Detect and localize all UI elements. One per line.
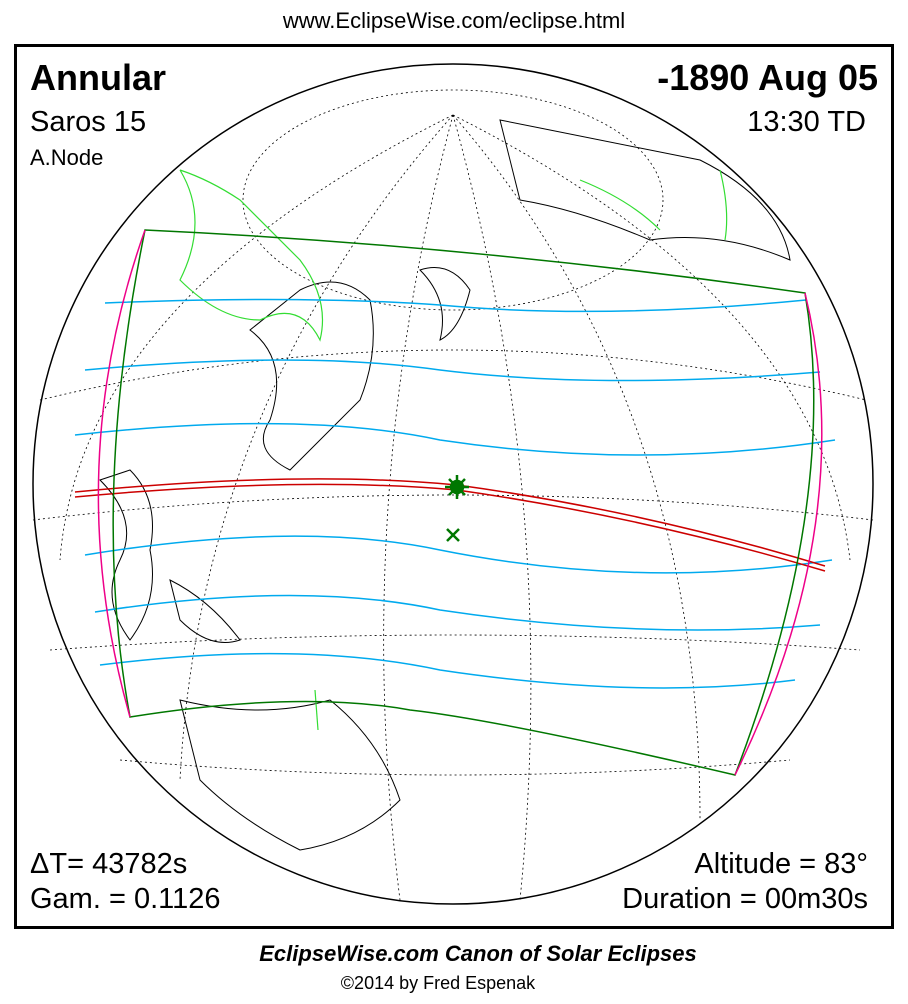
footer-title: EclipseWise.com Canon of Solar Eclipses bbox=[259, 941, 697, 966]
eclipse-type: Annular bbox=[30, 57, 166, 98]
footer-credit: ©2014 by Fred Espenak bbox=[341, 973, 536, 993]
node: A.Node bbox=[30, 145, 103, 170]
altitude: Altitude = 83° bbox=[694, 848, 868, 880]
url: www.EclipseWise.com/eclipse.html bbox=[282, 8, 625, 33]
eclipse-date: -1890 Aug 05 bbox=[657, 57, 878, 98]
globe bbox=[32, 63, 874, 905]
delta-t: ΔT= 43782s bbox=[30, 848, 187, 880]
eclipse-time: 13:30 TD bbox=[747, 106, 866, 138]
gamma: Gam. = 0.1126 bbox=[30, 883, 221, 915]
saros: Saros 15 bbox=[30, 106, 146, 138]
duration: Duration = 00m30s bbox=[622, 883, 868, 915]
